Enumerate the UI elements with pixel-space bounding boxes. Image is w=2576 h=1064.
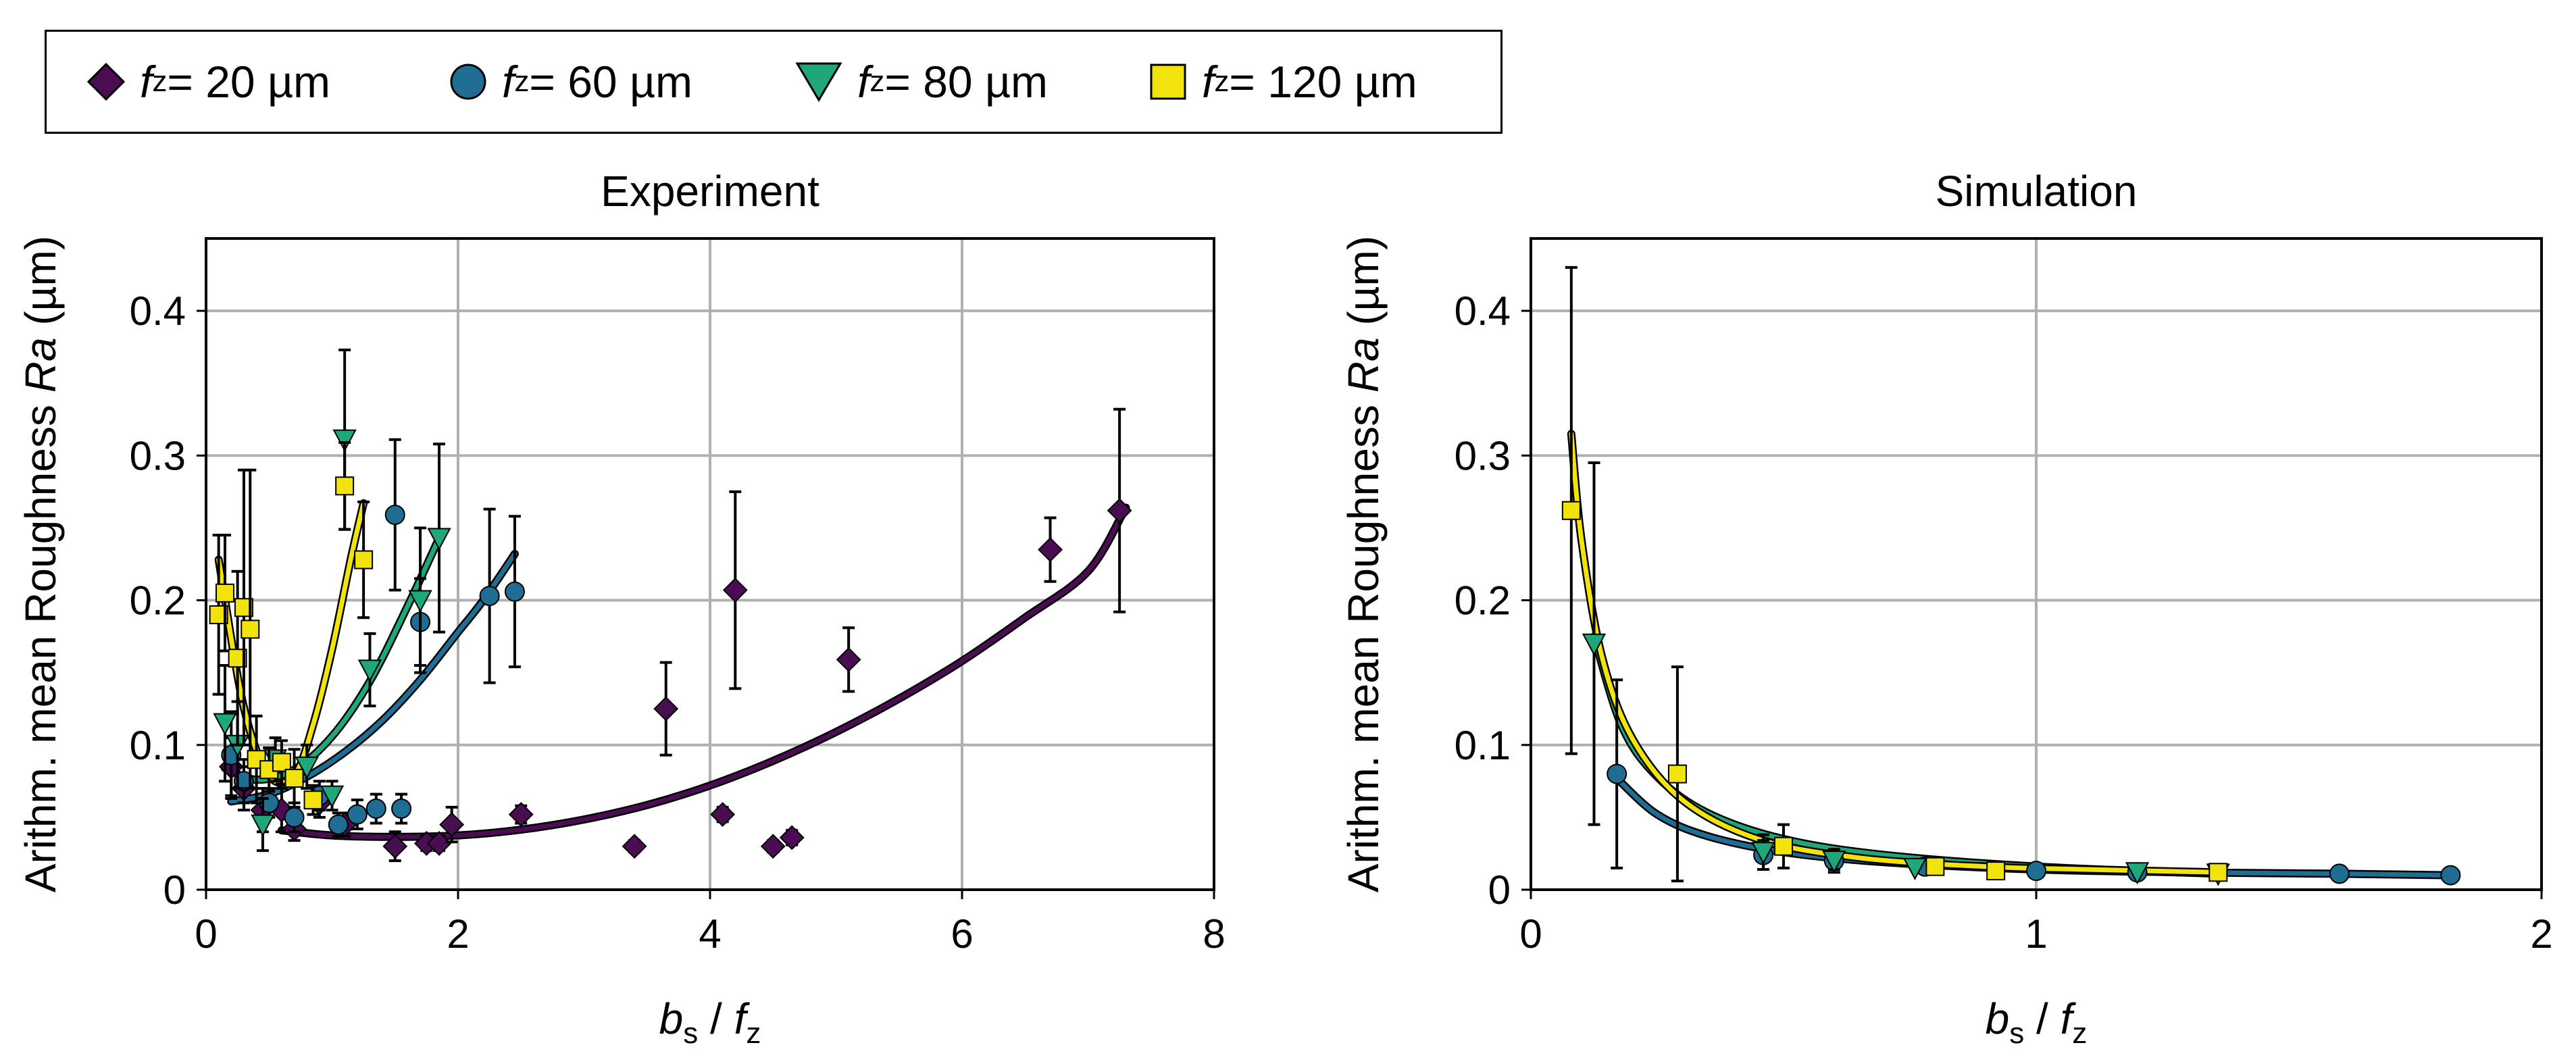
data-point-square xyxy=(241,619,260,639)
chart-title: Simulation xyxy=(1936,167,2138,216)
x-tick-label: 0 xyxy=(1519,911,1542,957)
data-point-diamond xyxy=(779,825,805,851)
plot-frame xyxy=(1530,237,2543,891)
data-point-triangle xyxy=(408,590,432,613)
data-point-diamond xyxy=(1038,537,1063,562)
chart-panel-0: 0 2 4 6 8 0 0.1 0.2 0.3 0.4 Experiment Arithm. mean… xyxy=(16,167,1226,1050)
data-point-square xyxy=(1561,501,1581,520)
data-point-square xyxy=(303,790,323,810)
data-point-triangle xyxy=(251,814,275,837)
x-tick-label: 8 xyxy=(1203,911,1225,957)
circle-marker-icon xyxy=(450,64,486,100)
x-tick-label: 4 xyxy=(699,911,721,957)
data-point-diamond xyxy=(508,802,534,828)
data-point-triangle xyxy=(427,528,451,551)
chart-title: Experiment xyxy=(601,167,819,216)
data-point-diamond xyxy=(710,802,736,828)
y-tick-label: 0.4 xyxy=(130,288,186,334)
y-tick-label: 0.1 xyxy=(130,723,186,768)
data-point-diamond xyxy=(439,812,465,838)
data-point-circle xyxy=(347,804,368,825)
data-point-diamond xyxy=(760,834,786,859)
data-point-diamond xyxy=(622,834,647,859)
data-point-triangle xyxy=(213,713,237,736)
chart-panel-1: 0 1 2 0 0.1 0.2 0.3 0.4 Simulation Arithm. mean R… xyxy=(1339,167,2553,1050)
data-point-circle xyxy=(504,581,525,602)
data-point-diamond xyxy=(382,834,408,859)
data-point-diamond xyxy=(426,831,452,856)
data-point-triangle xyxy=(1822,851,1846,873)
data-point-square xyxy=(1925,857,1945,876)
fit-line-2 xyxy=(222,535,442,782)
data-point-circle xyxy=(2026,861,2046,882)
data-point-circle xyxy=(384,505,405,526)
data-point-square xyxy=(284,769,304,788)
y-tick-label: 0.3 xyxy=(130,433,186,478)
y-axis-label: Arithm. mean Roughness Ra (µm) xyxy=(1339,236,1388,892)
data-point-diamond xyxy=(653,696,679,721)
y-tick-label: 0.4 xyxy=(1455,288,1511,334)
x-axis-label: bs / fz xyxy=(659,994,761,1050)
y-tick-label: 0.2 xyxy=(1455,578,1511,624)
y-tick-label: 0.2 xyxy=(130,578,186,624)
data-point-circle xyxy=(233,771,254,792)
x-tick-label: 2 xyxy=(2530,911,2552,957)
data-point-square xyxy=(215,583,234,603)
data-point-diamond xyxy=(722,578,748,603)
data-point-square xyxy=(1667,764,1687,784)
data-point-triangle xyxy=(2125,862,2150,885)
y-tick-label: 0.3 xyxy=(1455,433,1511,478)
data-point-square xyxy=(1774,836,1793,856)
data-point-circle xyxy=(479,586,500,607)
data-point-circle xyxy=(2329,863,2350,884)
square-marker-icon xyxy=(1150,64,1186,100)
data-point-triangle xyxy=(357,659,382,682)
data-point-circle xyxy=(1607,763,1627,784)
x-tick-label: 1 xyxy=(2025,911,2047,957)
data-point-circle xyxy=(391,799,412,819)
y-tick-label: 0.1 xyxy=(1455,723,1511,768)
data-point-diamond xyxy=(836,647,861,672)
y-tick-label: 0 xyxy=(1488,867,1511,913)
data-point-triangle xyxy=(332,429,357,452)
y-tick-label: 0 xyxy=(163,867,186,913)
x-tick-label: 6 xyxy=(951,911,973,957)
data-point-circle xyxy=(365,799,386,819)
y-axis-label: Arithm. mean Roughness Ra (µm) xyxy=(16,236,65,892)
diamond-marker-icon xyxy=(87,63,125,101)
x-axis-label: bs / fz xyxy=(1986,994,2088,1050)
data-point-triangle xyxy=(295,756,319,780)
x-tick-label: 0 xyxy=(195,911,217,957)
data-point-triangle xyxy=(320,785,345,808)
data-point-square xyxy=(335,476,355,496)
data-point-square xyxy=(354,550,374,569)
data-point-square xyxy=(1986,861,2006,881)
triangle-marker-icon xyxy=(795,62,842,102)
data-point-diamond xyxy=(1107,498,1132,524)
plot-frame xyxy=(205,237,1215,891)
data-point-circle xyxy=(328,814,349,835)
data-point-triangle xyxy=(1902,857,1927,880)
data-point-square xyxy=(272,753,291,772)
data-point-triangle xyxy=(1751,842,1775,865)
x-tick-label: 2 xyxy=(447,911,469,957)
data-point-circle xyxy=(2440,865,2461,886)
data-point-circle xyxy=(284,807,305,828)
data-point-triangle xyxy=(1582,633,1607,656)
data-point-square xyxy=(2208,863,2228,882)
